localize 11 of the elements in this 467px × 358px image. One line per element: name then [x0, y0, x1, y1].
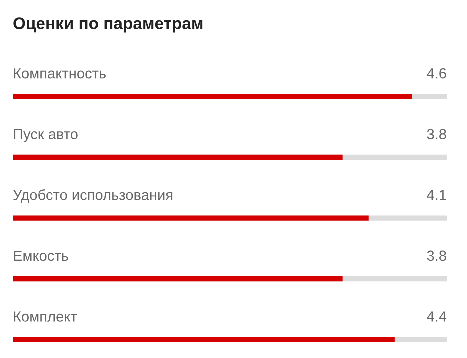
data-label: 4.4	[427, 312, 447, 322]
y-tick-label: Пуск авто	[14, 129, 78, 142]
y-tick-label: Емкость	[14, 250, 68, 262]
data-label: 4.6	[427, 68, 446, 79]
data-label: 3.8	[427, 129, 446, 140]
y-tick-label: Удобсто использования	[13, 189, 173, 204]
y-tick-label: Компактность	[14, 68, 106, 79]
chart-title: Оценки по параметрам	[14, 18, 203, 33]
data-label: 4.1	[427, 190, 446, 200]
data-label: 3.8	[427, 250, 446, 262]
y-tick-label: Комплект	[14, 312, 78, 322]
